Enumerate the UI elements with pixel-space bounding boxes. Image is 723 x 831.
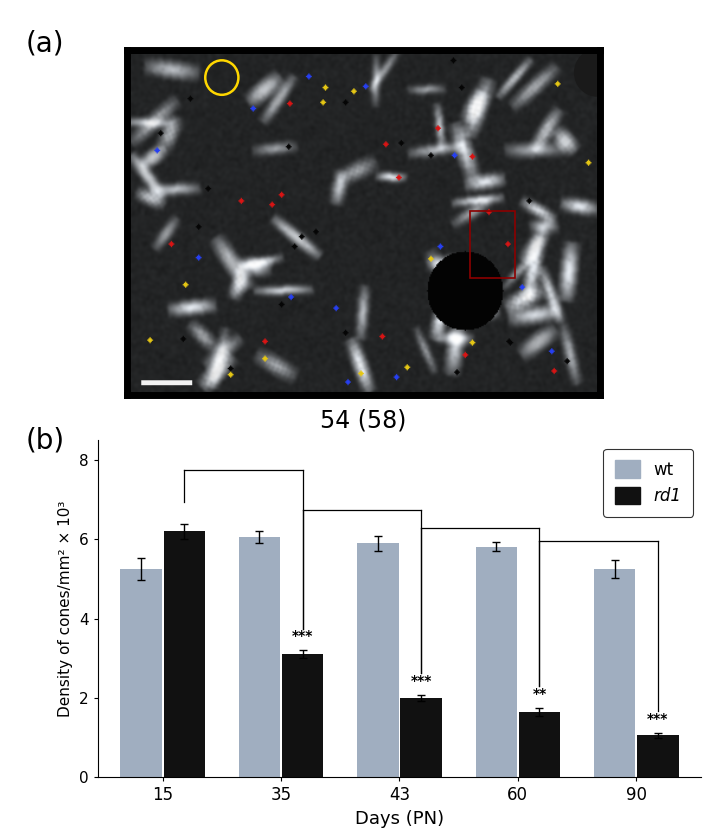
Bar [163,532,205,777]
Bar [637,735,678,777]
Bar [357,543,398,777]
Text: (b): (b) [25,426,64,455]
Text: 54 (58): 54 (58) [320,409,407,433]
Text: ***: *** [411,673,432,687]
Bar [476,547,517,777]
Y-axis label: Density of cones/mm² × 10³: Density of cones/mm² × 10³ [59,500,73,717]
Text: ***: *** [647,712,669,726]
Bar [401,698,442,777]
Circle shape [575,49,620,96]
Bar [594,569,636,777]
Bar [471,210,515,278]
X-axis label: Days (PN): Days (PN) [355,809,444,828]
Bar [239,538,281,777]
Bar [518,711,560,777]
Legend: wt, rd1: wt, rd1 [603,449,693,517]
Bar [121,569,162,777]
Text: ***: *** [292,629,313,643]
Text: (a): (a) [25,29,64,57]
Bar [282,654,323,777]
Text: **: ** [532,686,547,701]
